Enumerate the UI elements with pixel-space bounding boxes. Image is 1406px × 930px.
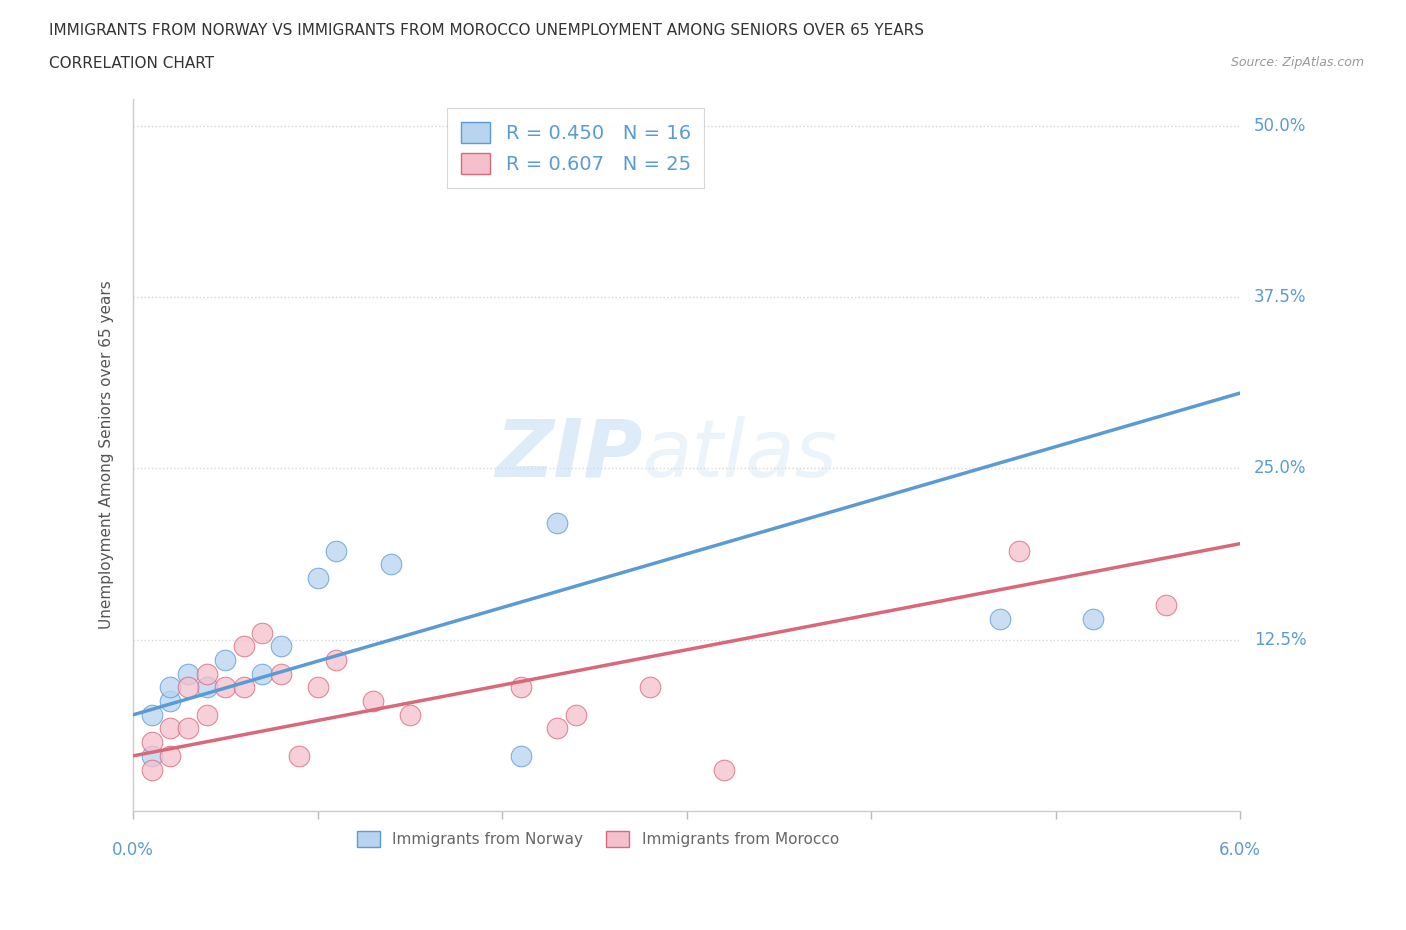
Text: 6.0%: 6.0% xyxy=(1219,842,1261,859)
Point xyxy=(159,721,181,736)
Point xyxy=(159,694,181,709)
Point xyxy=(270,639,292,654)
Point xyxy=(509,680,531,695)
Text: Source: ZipAtlas.com: Source: ZipAtlas.com xyxy=(1230,56,1364,69)
Point xyxy=(1008,543,1031,558)
Point xyxy=(307,680,329,695)
Point xyxy=(141,708,163,723)
Text: atlas: atlas xyxy=(643,416,837,494)
Point xyxy=(270,666,292,681)
Point xyxy=(195,708,218,723)
Point xyxy=(325,653,347,668)
Point xyxy=(177,721,200,736)
Point xyxy=(252,666,274,681)
Point xyxy=(509,749,531,764)
Point xyxy=(141,762,163,777)
Point xyxy=(988,612,1011,627)
Y-axis label: Unemployment Among Seniors over 65 years: Unemployment Among Seniors over 65 years xyxy=(100,280,114,629)
Point xyxy=(195,666,218,681)
Point xyxy=(713,762,735,777)
Point xyxy=(159,749,181,764)
Text: 50.0%: 50.0% xyxy=(1254,117,1306,135)
Point xyxy=(159,680,181,695)
Point xyxy=(288,749,311,764)
Point xyxy=(195,680,218,695)
Point xyxy=(546,516,568,531)
Point xyxy=(380,557,402,572)
Text: ZIP: ZIP xyxy=(495,416,643,494)
Text: 0.0%: 0.0% xyxy=(112,842,155,859)
Point xyxy=(252,625,274,640)
Legend: Immigrants from Norway, Immigrants from Morocco: Immigrants from Norway, Immigrants from … xyxy=(349,822,848,857)
Point xyxy=(232,639,254,654)
Point xyxy=(638,680,661,695)
Text: CORRELATION CHART: CORRELATION CHART xyxy=(49,56,214,71)
Point xyxy=(399,708,422,723)
Point xyxy=(214,653,236,668)
Point xyxy=(1156,598,1178,613)
Text: 25.0%: 25.0% xyxy=(1254,459,1306,477)
Point xyxy=(141,735,163,750)
Point xyxy=(177,666,200,681)
Point xyxy=(565,708,588,723)
Text: IMMIGRANTS FROM NORWAY VS IMMIGRANTS FROM MOROCCO UNEMPLOYMENT AMONG SENIORS OVE: IMMIGRANTS FROM NORWAY VS IMMIGRANTS FRO… xyxy=(49,23,924,38)
Point xyxy=(325,543,347,558)
Point xyxy=(177,680,200,695)
Point xyxy=(307,570,329,585)
Point xyxy=(232,680,254,695)
Text: 12.5%: 12.5% xyxy=(1254,631,1306,648)
Point xyxy=(361,694,384,709)
Point xyxy=(141,749,163,764)
Point xyxy=(214,680,236,695)
Point xyxy=(546,721,568,736)
Text: 37.5%: 37.5% xyxy=(1254,288,1306,306)
Point xyxy=(1081,612,1104,627)
